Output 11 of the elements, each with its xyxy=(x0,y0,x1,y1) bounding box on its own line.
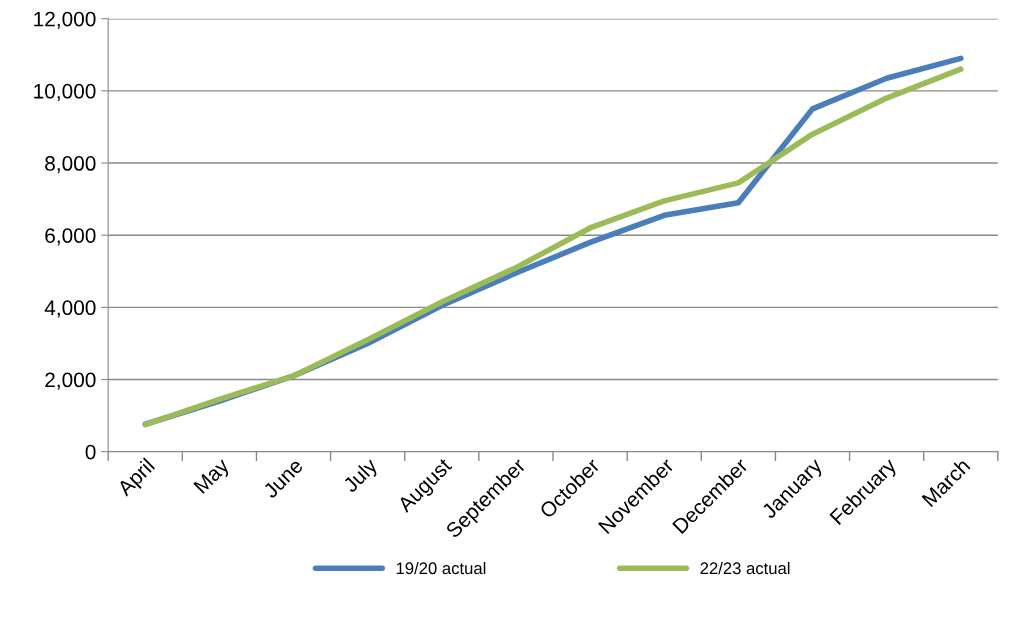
legend-label: 22/23 actual xyxy=(700,561,790,575)
x-tick-label: July xyxy=(341,456,382,497)
y-tick-label: 2,000 xyxy=(45,372,96,390)
y-tick-label: 4,000 xyxy=(44,300,96,318)
legend-label: 19/20 actual xyxy=(396,561,486,575)
y-tick-label: 0 xyxy=(85,444,96,460)
y-tick-label: 12,000 xyxy=(34,11,96,29)
y-tick-label: 6,000 xyxy=(45,228,96,246)
y-tick-label: 10,000 xyxy=(34,83,96,102)
y-tick-label: 8,000 xyxy=(45,156,96,174)
x-tick-label: May xyxy=(193,457,234,497)
